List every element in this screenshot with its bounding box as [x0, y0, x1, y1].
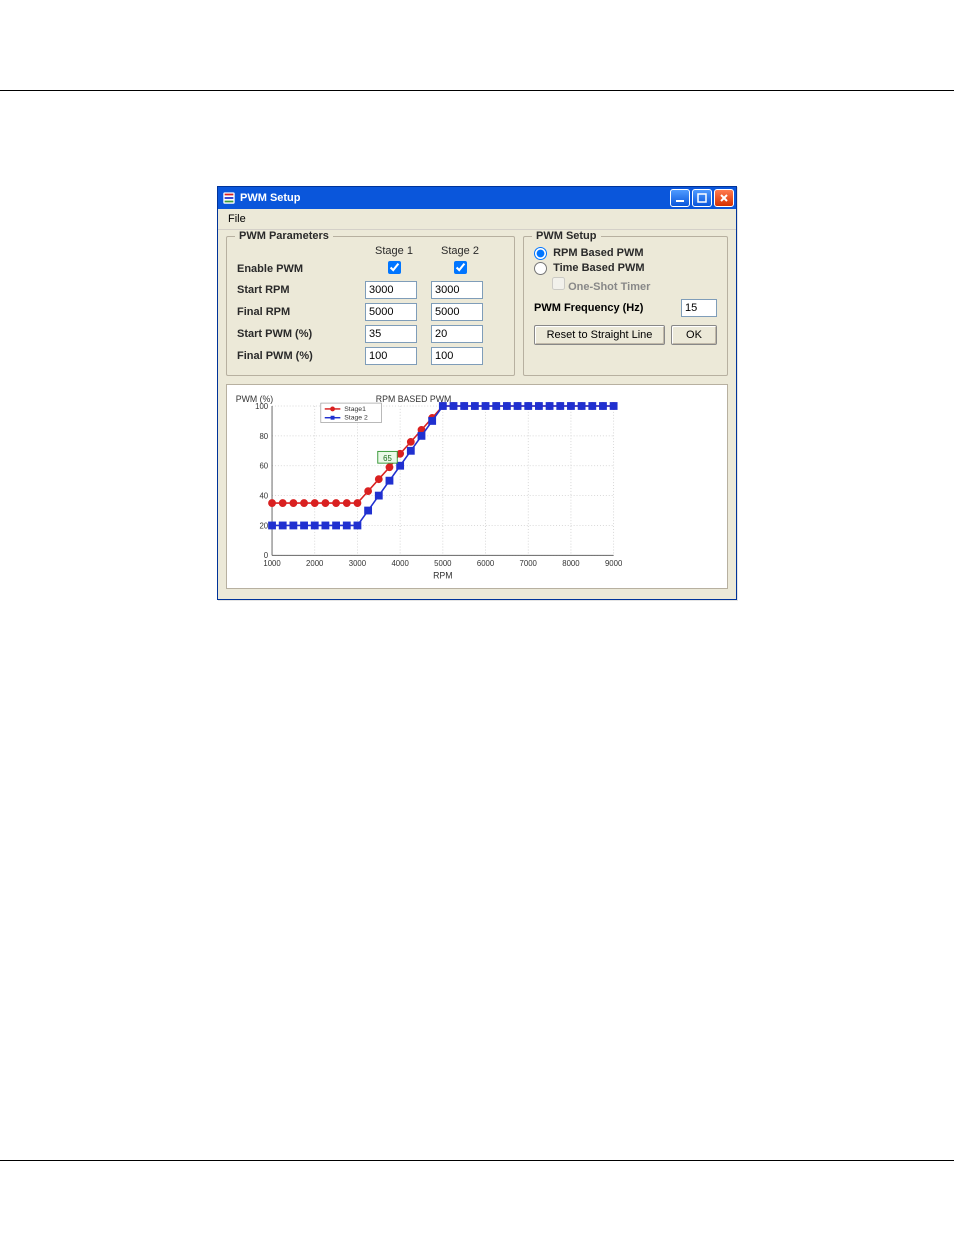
- final-rpm-stage2-input[interactable]: [431, 303, 483, 321]
- enable-pwm-label: Enable PWM: [237, 263, 357, 275]
- pwm-setup-group: PWM Setup RPM Based PWM Time Based PWM: [523, 236, 728, 376]
- start-rpm-stage1-input[interactable]: [365, 281, 417, 299]
- window-client-area: PWM Parameters Stage 1 Stage 2 Enable PW…: [218, 230, 736, 599]
- start-pwm-label: Start PWM (%): [237, 328, 357, 340]
- svg-text:4000: 4000: [391, 559, 409, 568]
- svg-text:6000: 6000: [477, 559, 495, 568]
- time-based-radio[interactable]: [534, 262, 547, 275]
- menu-file[interactable]: File: [224, 211, 250, 227]
- maximize-button[interactable]: [692, 189, 712, 207]
- svg-text:7000: 7000: [520, 559, 538, 568]
- one-shot-text: One-Shot Timer: [568, 281, 650, 293]
- rpm-based-text: RPM Based PWM: [553, 247, 643, 259]
- start-pwm-stage1-input[interactable]: [365, 325, 417, 343]
- svg-text:40: 40: [259, 492, 268, 501]
- stage2-header: Stage 2: [431, 245, 489, 257]
- svg-text:65: 65: [383, 454, 392, 463]
- svg-text:PWM (%): PWM (%): [236, 394, 274, 404]
- final-pwm-stage1-input[interactable]: [365, 347, 417, 365]
- horizontal-rule-bottom: [0, 1160, 954, 1161]
- enable-pwm-stage1-checkbox[interactable]: [388, 261, 401, 274]
- pwm-frequency-label: PWM Frequency (Hz): [534, 302, 643, 314]
- pwm-chart-svg[interactable]: 0204060801001000200030004000500060007000…: [233, 391, 721, 584]
- close-button[interactable]: [714, 189, 734, 207]
- svg-text:Stage1: Stage1: [344, 406, 366, 413]
- pwm-setup-window: PWM Setup File PWM Parameters Stage 1: [217, 186, 737, 600]
- rpm-based-radio-label[interactable]: RPM Based PWM: [534, 247, 644, 259]
- minimize-button[interactable]: [670, 189, 690, 207]
- svg-text:2000: 2000: [306, 559, 324, 568]
- svg-text:8000: 8000: [562, 559, 580, 568]
- svg-text:20: 20: [259, 521, 268, 530]
- pwm-frequency-input[interactable]: [681, 299, 717, 317]
- pwm-parameters-legend: PWM Parameters: [235, 230, 333, 242]
- pwm-parameters-group: PWM Parameters Stage 1 Stage 2 Enable PW…: [226, 236, 515, 376]
- rpm-based-radio[interactable]: [534, 247, 547, 260]
- final-rpm-stage1-input[interactable]: [365, 303, 417, 321]
- one-shot-checkbox: [552, 277, 565, 290]
- app-icon: [222, 191, 236, 205]
- start-rpm-label: Start RPM: [237, 284, 357, 296]
- svg-text:5000: 5000: [434, 559, 452, 568]
- window-title-text: PWM Setup: [240, 192, 301, 204]
- one-shot-checkbox-label: One-Shot Timer: [552, 281, 650, 293]
- window-title: PWM Setup: [222, 191, 670, 205]
- svg-text:60: 60: [259, 462, 268, 471]
- svg-text:1000: 1000: [263, 559, 281, 568]
- final-pwm-label: Final PWM (%): [237, 350, 357, 362]
- reset-to-straight-line-button[interactable]: Reset to Straight Line: [534, 325, 665, 345]
- svg-text:80: 80: [259, 432, 268, 441]
- time-based-radio-label[interactable]: Time Based PWM: [534, 262, 645, 274]
- final-pwm-stage2-input[interactable]: [431, 347, 483, 365]
- final-rpm-label: Final RPM: [237, 306, 357, 318]
- enable-pwm-stage2-checkbox[interactable]: [454, 261, 467, 274]
- pwm-setup-legend: PWM Setup: [532, 230, 601, 242]
- menu-bar: File: [218, 209, 736, 230]
- window-titlebar[interactable]: PWM Setup: [218, 187, 736, 209]
- start-pwm-stage2-input[interactable]: [431, 325, 483, 343]
- time-based-text: Time Based PWM: [553, 262, 645, 274]
- svg-text:Stage 2: Stage 2: [344, 415, 368, 422]
- pwm-chart: 0204060801001000200030004000500060007000…: [226, 384, 728, 589]
- svg-text:3000: 3000: [349, 559, 367, 568]
- svg-text:RPM: RPM: [433, 571, 452, 581]
- svg-text:9000: 9000: [605, 559, 623, 568]
- ok-button[interactable]: OK: [671, 325, 717, 345]
- stage1-header: Stage 1: [365, 245, 423, 257]
- start-rpm-stage2-input[interactable]: [431, 281, 483, 299]
